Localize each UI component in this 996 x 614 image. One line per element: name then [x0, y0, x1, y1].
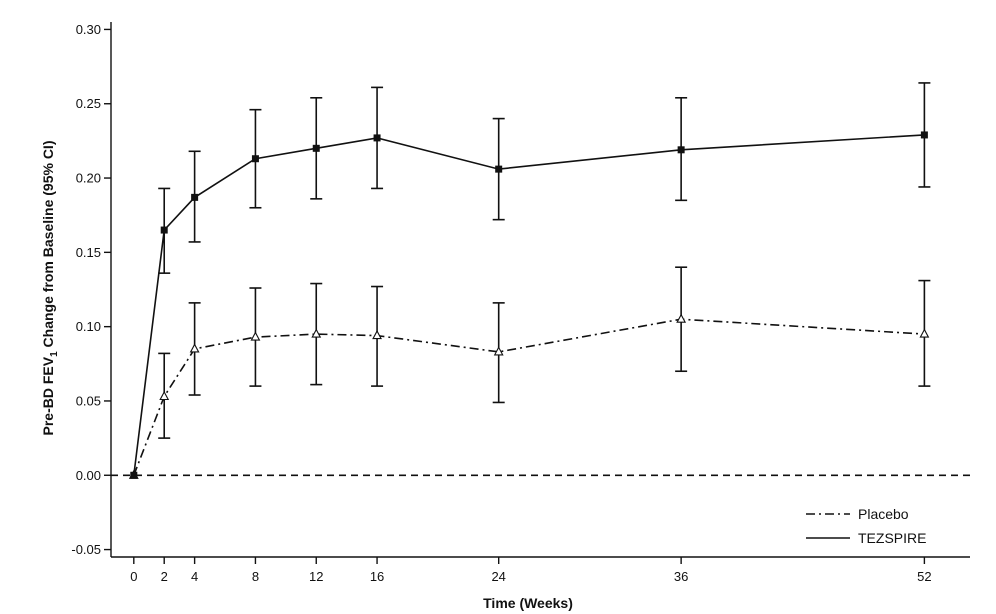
y-tick-label: 0.15: [76, 245, 101, 260]
x-tick-label: 0: [130, 569, 137, 584]
data-point: [677, 146, 685, 154]
x-tick-label: 24: [491, 569, 505, 584]
series-tezspire: [130, 82, 931, 479]
data-point: [130, 471, 138, 479]
data-point: [251, 155, 259, 163]
y-axis-title-suffix: Change from Baseline (95% CI): [40, 141, 56, 352]
axes-group: [110, 22, 970, 558]
data-point: [919, 328, 930, 338]
y-tick-label: 0.20: [76, 171, 101, 186]
x-tick-label: 16: [370, 569, 384, 584]
y-tick-label: 0.00: [76, 468, 101, 483]
x-tick-label: 12: [309, 569, 323, 584]
y-axis-title: Pre-BD FEV1 Change from Baseline (95% CI…: [40, 141, 60, 436]
y-tick-label: 0.25: [76, 96, 101, 111]
data-point: [920, 131, 928, 139]
data-point: [373, 134, 381, 142]
x-axis-title: Time (Weeks): [483, 595, 573, 611]
series-line-tezspire: [133, 134, 925, 476]
y-axis-title-subscript: 1: [49, 351, 60, 357]
data-point: [495, 165, 503, 173]
y-axis-title-prefix: Pre-BD FEV: [40, 356, 56, 435]
data-point: [493, 346, 504, 356]
data-point: [311, 328, 322, 338]
x-tick-label: 52: [917, 569, 931, 584]
data-point: [250, 331, 261, 341]
data-point: [676, 313, 687, 323]
y-tick-label: -0.05: [71, 542, 101, 557]
x-tick-label: 2: [161, 569, 168, 584]
x-tick-label: 36: [674, 569, 688, 584]
data-point: [189, 343, 200, 353]
y-tick-label: 0.30: [76, 22, 101, 37]
data-point: [372, 329, 382, 340]
data-point: [312, 144, 320, 152]
data-point: [191, 193, 199, 201]
data-point: [160, 226, 168, 234]
data-point: [159, 390, 170, 401]
x-tick-label: 4: [191, 569, 198, 584]
series-line-placebo: [133, 318, 925, 476]
legend-label: Placebo: [858, 506, 909, 522]
legend-label: TEZSPIRE: [858, 530, 926, 546]
ticks-group: -0.050.000.050.100.150.200.250.300 2 4 8 12 1…: [71, 22, 931, 584]
series-group: [128, 82, 931, 479]
series-placebo: [128, 266, 931, 479]
legend: Placebo TEZSPIRE: [806, 506, 926, 546]
y-tick-label: 0.05: [76, 393, 101, 408]
y-tick-label: 0.10: [76, 319, 101, 334]
x-tick-label: 8: [252, 569, 259, 584]
